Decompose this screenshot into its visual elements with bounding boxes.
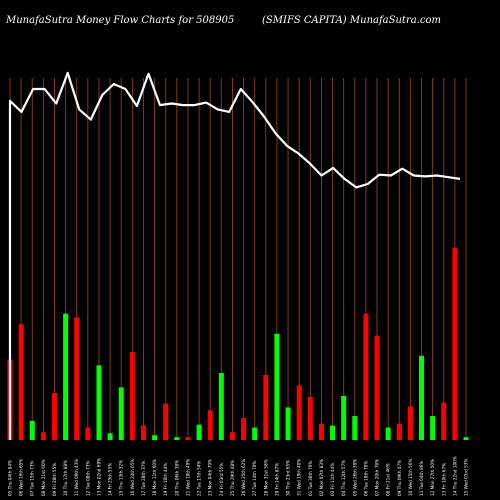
bar-4	[40, 432, 46, 440]
bar-20	[218, 373, 224, 440]
x-tick-label: 16 Wed 24th 65%	[130, 459, 135, 496]
bar-36	[396, 423, 402, 440]
x-tick-label: 10 Wed 15th 56%	[408, 459, 413, 496]
bar-22	[241, 417, 247, 440]
x-tick-label: 02 Mon 07th 83%	[319, 459, 324, 496]
x-tick-label: 13 Fri 10th 67%	[441, 463, 446, 496]
line-series	[8, 71, 461, 440]
x-tick-label: 05 Thu 04th 84%	[8, 460, 13, 496]
bar-25	[274, 333, 280, 440]
x-tick-label: 05 Wed 26th 39%	[352, 459, 357, 496]
bar-42	[463, 437, 469, 440]
x-tick-label: 15 Thu 13th 32%	[119, 460, 124, 496]
bar-37	[407, 406, 413, 440]
x-tick-label: 07 Tue 15th 73%	[30, 461, 35, 496]
bar-3	[29, 420, 35, 440]
x-tick-label: 27 Tue 14th 70%	[252, 461, 257, 496]
x-tick-labels: 05 Thu 04th 84% 06 Wed 16th 65% 07 Tue 15t…	[8, 456, 469, 496]
bar-21	[229, 432, 235, 440]
x-tick-label: 14 Thu 22nd 100%	[452, 456, 457, 496]
x-tick-label: 03 Fri 11th 44%	[330, 463, 335, 496]
bar-33	[363, 313, 369, 440]
x-tick-label: 08 Mon 21st 60%	[41, 459, 46, 496]
x-tick-label: 04 Thu 12th 57%	[341, 460, 346, 496]
bar-18	[196, 424, 202, 440]
x-tick-label: 08 Fri 21st 46%	[386, 463, 391, 496]
bar-38	[419, 355, 425, 440]
bar-5	[51, 393, 57, 440]
x-tick-label: 20 Thu 06th 38%	[174, 460, 179, 496]
bar-6	[63, 313, 69, 440]
bar-30	[330, 425, 336, 440]
x-tick-label: 24 Fri 03rd 55%	[219, 463, 224, 496]
x-tick-label: 23 Mon 04th 79%	[208, 459, 213, 496]
x-tick-label: 22 Tue 17th 54%	[197, 461, 202, 496]
x-tick-label: 11 Tue 04th 86%	[419, 461, 424, 496]
x-tick-label: 17 Tue 28th 37%	[141, 461, 146, 496]
bar-39	[430, 416, 436, 440]
x-tick-label: 06 Wed 16th 65%	[19, 459, 24, 496]
x-tick-label: 21 Wed 18th 49%	[185, 459, 190, 496]
bar-7	[74, 317, 80, 440]
x-tick-label: 19 Fri 10th 44%	[163, 463, 168, 496]
bar-8	[85, 427, 91, 440]
bar-14	[152, 435, 158, 440]
x-tick-label: 07 Mon 20th 78%	[375, 459, 380, 496]
bar-12	[129, 351, 135, 440]
bar-15	[163, 403, 169, 440]
bar-17	[185, 437, 191, 440]
x-tick-label: 10 Thu 17th 88%	[63, 460, 68, 496]
x-tick-label: 25 Thu 29th 48%	[230, 460, 235, 496]
bar-29	[318, 423, 324, 440]
bar-34	[374, 335, 380, 440]
x-tick-label: 15 Wed 03rd 53%	[464, 459, 469, 496]
x-tick-label: 11 Wed 09th 43%	[74, 459, 79, 496]
bar-35	[385, 427, 391, 440]
x-tick-label: 14 Fri 25th 55%	[108, 463, 113, 496]
money-flow-line	[8, 71, 461, 440]
bar-41	[452, 247, 458, 440]
chart-title: MunafaSutra Money Flow Charts for 508905	[5, 15, 234, 26]
bar-26	[285, 407, 291, 440]
bar-2	[18, 324, 24, 440]
x-tick-label: 09 Fri 28th 55%	[52, 463, 57, 496]
bar-13	[140, 425, 146, 440]
bar-28	[307, 396, 313, 440]
bar-10	[107, 433, 113, 440]
x-tick-label: 01 Tue 30th 76%	[308, 461, 313, 496]
x-tick-label: 30 Thu 23rd 65%	[286, 460, 291, 496]
bar-11	[118, 387, 124, 440]
x-tick-label: 26 Wed 25th 62%	[241, 459, 246, 496]
x-tick-label: 28 Mon 31st 58%	[263, 459, 268, 496]
bar-23	[252, 427, 258, 440]
x-tick-label: 12 Mon 27th 50%	[430, 459, 435, 496]
bar-27	[296, 385, 302, 440]
x-tick-label: 06 Tue 18th 70%	[363, 461, 368, 496]
bar-19	[207, 410, 213, 440]
bar-31	[341, 395, 347, 440]
x-tick-label: 09 Thu 09th 47%	[397, 460, 402, 496]
x-tick-label: 29 Fri 24th 87%	[274, 463, 279, 496]
bar-24	[263, 374, 269, 440]
x-tick-label: 12 Tue 08th 73%	[85, 461, 90, 496]
x-tick-label: 13 Mon 02nd 69%	[96, 458, 101, 496]
x-tick-label: 31 Wed 19th 40%	[297, 459, 302, 496]
bar-16	[174, 437, 180, 440]
bar-40	[441, 402, 447, 440]
bar-9	[96, 365, 102, 440]
chart-subtitle: (SMIFS CAPITA) MunafaSutra.com	[262, 15, 441, 26]
bar-32	[352, 416, 358, 440]
x-tick-label: 18 Mon 11th 60%	[152, 459, 157, 496]
